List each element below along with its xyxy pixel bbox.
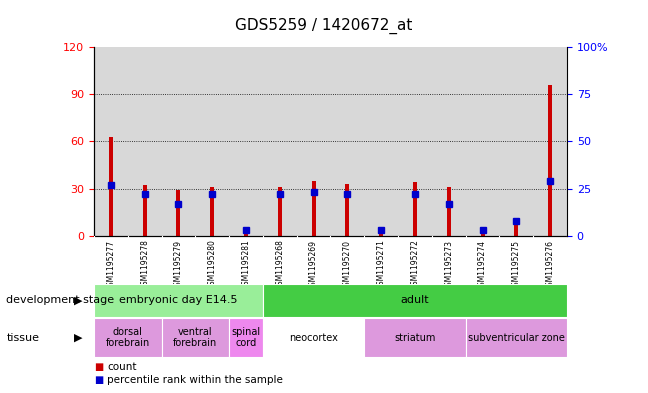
Text: striatum: striatum	[394, 332, 435, 343]
Text: subventricular zone: subventricular zone	[468, 332, 565, 343]
Text: ■: ■	[94, 362, 103, 372]
Text: count: count	[107, 362, 137, 372]
Bar	[161, 47, 195, 236]
Bar	[143, 185, 146, 236]
Text: embryonic day E14.5: embryonic day E14.5	[119, 296, 238, 305]
Bar	[515, 223, 518, 236]
Text: GSM1195279: GSM1195279	[174, 240, 183, 290]
Text: tissue: tissue	[6, 332, 40, 343]
Bar	[94, 47, 128, 236]
Bar	[364, 318, 466, 357]
Bar	[466, 318, 567, 357]
Bar	[263, 47, 297, 236]
Text: ▶: ▶	[73, 296, 82, 305]
Text: GSM1195274: GSM1195274	[478, 240, 487, 290]
Text: GSM1195272: GSM1195272	[410, 240, 419, 290]
Text: percentile rank within the sample: percentile rank within the sample	[107, 375, 283, 385]
Text: GSM1195273: GSM1195273	[445, 240, 453, 290]
Bar	[278, 187, 282, 236]
Bar	[94, 318, 161, 357]
Text: ▶: ▶	[73, 332, 82, 343]
Text: GDS5259 / 1420672_at: GDS5259 / 1420672_at	[235, 18, 413, 34]
Bar	[128, 47, 161, 236]
Bar	[432, 47, 466, 236]
Text: development stage: development stage	[6, 296, 115, 305]
Text: neocortex: neocortex	[289, 332, 338, 343]
Bar	[398, 47, 432, 236]
Bar	[312, 181, 316, 236]
Text: GSM1195270: GSM1195270	[343, 240, 352, 290]
Bar	[176, 190, 180, 236]
Text: GSM1195269: GSM1195269	[309, 240, 318, 290]
Text: GSM1195268: GSM1195268	[275, 240, 284, 290]
Bar	[466, 47, 500, 236]
Bar	[446, 187, 451, 236]
Bar	[229, 47, 263, 236]
Bar	[533, 47, 567, 236]
Bar	[379, 233, 383, 236]
Text: adult: adult	[400, 296, 429, 305]
Text: GSM1195271: GSM1195271	[376, 240, 386, 290]
Bar	[481, 233, 485, 236]
Text: GSM1195278: GSM1195278	[140, 240, 149, 290]
Bar	[345, 184, 349, 236]
Bar	[229, 318, 263, 357]
Bar	[244, 233, 248, 236]
Bar	[500, 47, 533, 236]
Bar	[263, 284, 567, 317]
Text: ■: ■	[94, 375, 103, 385]
Text: dorsal
forebrain: dorsal forebrain	[106, 327, 150, 348]
Bar	[161, 318, 229, 357]
Bar	[109, 137, 113, 236]
Text: GSM1195276: GSM1195276	[546, 240, 555, 290]
Text: ventral
forebrain: ventral forebrain	[173, 327, 218, 348]
Text: GSM1195280: GSM1195280	[208, 240, 216, 290]
Text: GSM1195281: GSM1195281	[242, 240, 251, 290]
Bar	[297, 47, 330, 236]
Bar	[195, 47, 229, 236]
Text: GSM1195277: GSM1195277	[106, 240, 115, 290]
Text: spinal
cord: spinal cord	[231, 327, 260, 348]
Bar	[548, 85, 552, 236]
Bar	[210, 187, 214, 236]
Text: GSM1195275: GSM1195275	[512, 240, 521, 290]
Bar	[330, 47, 364, 236]
Bar	[413, 182, 417, 236]
Bar	[94, 284, 263, 317]
Bar	[364, 47, 398, 236]
Bar	[263, 318, 364, 357]
